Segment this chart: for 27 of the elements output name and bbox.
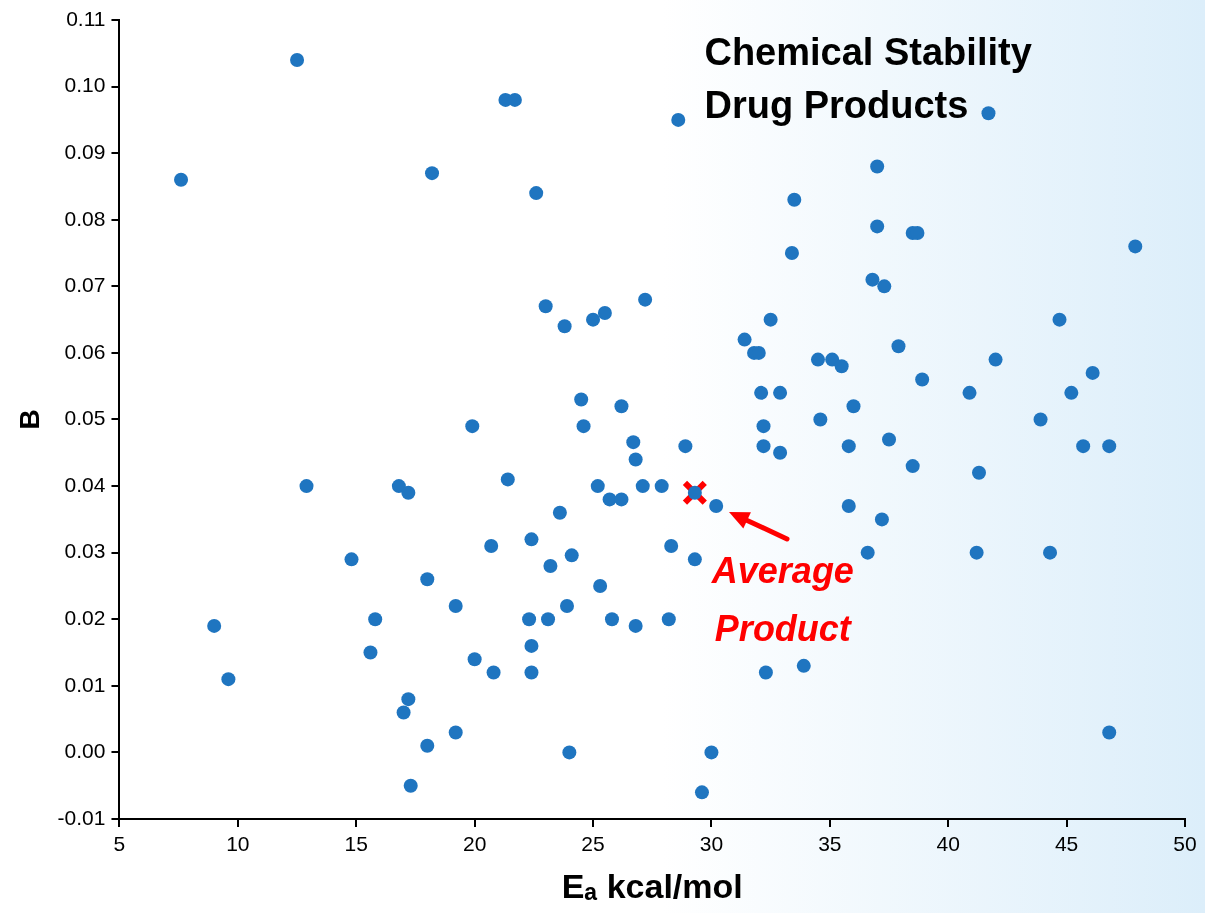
y-tick-label: 0.00 xyxy=(64,739,106,763)
x-tick-label: 50 xyxy=(1173,832,1197,856)
y-tick-label: 0.11 xyxy=(66,6,106,30)
y-tick-label: 0.10 xyxy=(64,73,106,97)
annotation: Average Product xyxy=(710,549,854,649)
y-tick-label: 0.06 xyxy=(64,339,106,363)
x-tick-label: 25 xyxy=(581,832,605,856)
x-tick-label: 20 xyxy=(462,832,487,856)
y-tick-label: -0.01 xyxy=(57,805,106,829)
y-tick-label: 0.03 xyxy=(64,539,106,563)
x-tick-label: 45 xyxy=(1054,832,1079,856)
y-tick-label: 0.08 xyxy=(64,206,106,230)
y-tick-label: 0.01 xyxy=(64,672,106,696)
y-tick-label: 0.07 xyxy=(64,273,106,297)
y-tick-label: 0.05 xyxy=(64,406,106,430)
x-tick-label: 10 xyxy=(226,832,250,856)
y-tick-label: 0.04 xyxy=(64,472,106,496)
x-tick-label: 40 xyxy=(936,832,960,856)
x-tick-label: 35 xyxy=(818,832,842,856)
x-tick-label: 30 xyxy=(699,832,724,856)
y-tick-label: 0.09 xyxy=(64,139,106,163)
text: Chemical Stability Drug Products xyxy=(704,31,1032,127)
x-tick-label: 15 xyxy=(344,832,368,856)
y-tick-label: 0.02 xyxy=(64,606,106,630)
y-axis-title: B xyxy=(13,409,45,430)
x-axis-title: Eₐ kcal/mol xyxy=(561,866,743,905)
x-tick-label: 5 xyxy=(113,832,126,856)
